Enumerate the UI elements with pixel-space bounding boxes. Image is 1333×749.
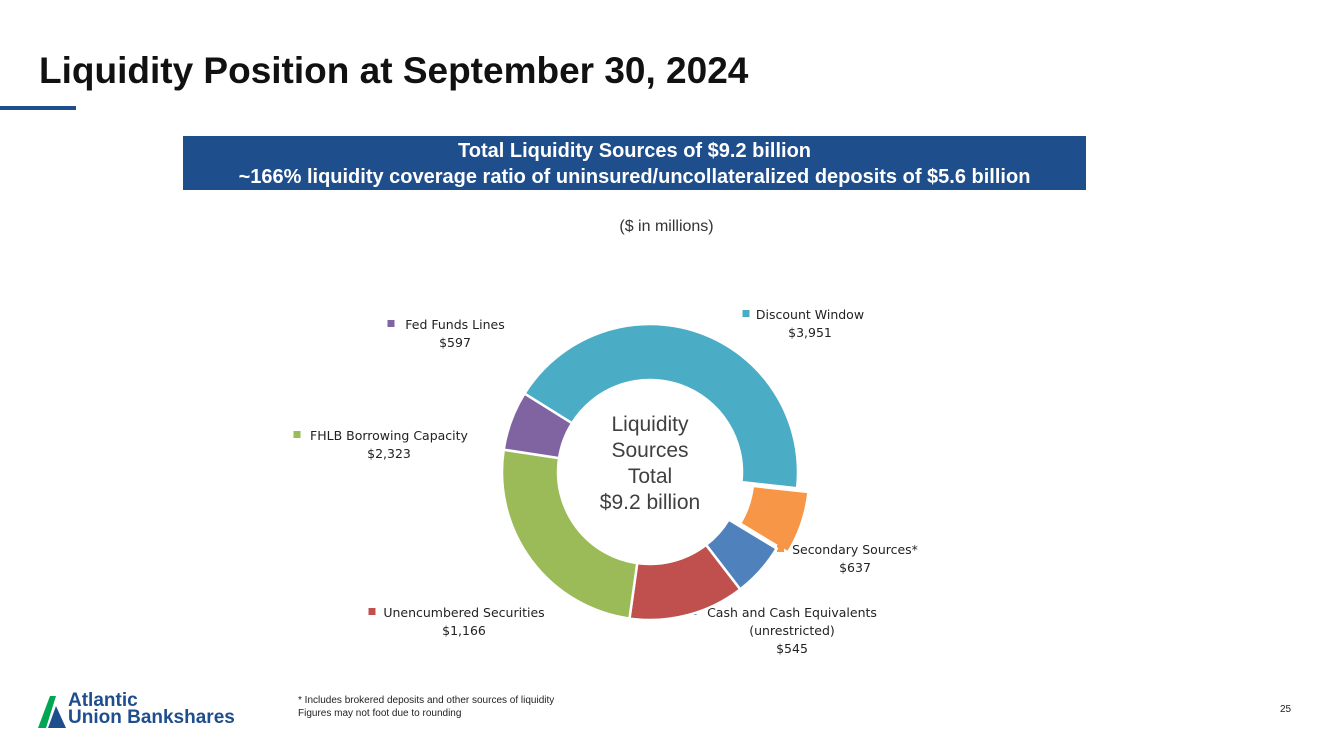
company-logo: Atlantic Union Bankshares [38, 690, 268, 732]
donut-center-label: Total [628, 465, 672, 488]
footnote-line-1: * Includes brokered deposits and other s… [298, 695, 555, 706]
banner-line-1: Total Liquidity Sources of $9.2 billion [458, 140, 811, 162]
banner-line-2: ~166% liquidity coverage ratio of uninsu… [238, 166, 1031, 188]
logo-line-1: Atlantic [68, 690, 138, 711]
slice-label: FHLB Borrowing Capacity $2,323 [293, 428, 469, 461]
legend-marker [293, 431, 301, 438]
page-number: 25 [1280, 704, 1292, 715]
donut-center-label: Liquidity [611, 413, 689, 436]
slice-name-label: FHLB Borrowing Capacity [310, 428, 469, 443]
donut-slice-fed-funds-lines [502, 391, 574, 460]
logo-mark-icon [38, 696, 66, 728]
slice-label: Unencumbered Securities $1,166 [368, 605, 545, 638]
donut-slice-secondary-sources [738, 484, 810, 555]
slice-name-label: Secondary Sources* [792, 542, 918, 557]
slice-value-label: $1,166 [442, 623, 486, 638]
slice-value-label: $2,323 [367, 446, 411, 461]
summary-banner: Total Liquidity Sources of $9.2 billion … [183, 136, 1086, 190]
units-label: ($ in millions) [619, 218, 714, 235]
slice-label: Secondary Sources* $637 [777, 542, 918, 575]
slice-name-label: Cash and Cash Equivalents [707, 605, 877, 620]
slice-value-label: $597 [439, 335, 471, 350]
donut-center-label: Sources [611, 439, 688, 462]
legend-marker [742, 310, 750, 317]
slice-name-label: (unrestricted) [749, 623, 835, 638]
slice-name-label: Discount Window [756, 307, 864, 322]
legend-marker [368, 608, 376, 615]
footnote-line-2: Figures may not foot due to rounding [298, 708, 462, 719]
slice-value-label: $637 [839, 560, 871, 575]
legend-marker [777, 545, 784, 552]
slice-name-label: Unencumbered Securities [383, 605, 544, 620]
title-underline [0, 106, 76, 110]
slice-label: Fed Funds Lines $597 [387, 317, 505, 350]
slice-value-label: $3,951 [788, 325, 832, 340]
donut-slice-fhlb-borrowing-capacity [500, 448, 639, 620]
slice-name-label: Fed Funds Lines [405, 317, 504, 332]
donut-center-label: $9.2 billion [600, 491, 700, 514]
logo-line-2: Union Bankshares [68, 707, 235, 728]
slice-label: Cash and Cash Equivalents (unrestricted) $… [689, 605, 877, 656]
slice-label: Discount Window $3,951 [742, 307, 864, 340]
legend-marker [387, 320, 395, 327]
page-title: Liquidity Position at September 30, 2024 [39, 50, 749, 91]
donut-slice-discount-window [522, 322, 800, 490]
footnote: * Includes brokered deposits and other s… [298, 694, 554, 720]
slice-value-label: $545 [776, 641, 808, 656]
